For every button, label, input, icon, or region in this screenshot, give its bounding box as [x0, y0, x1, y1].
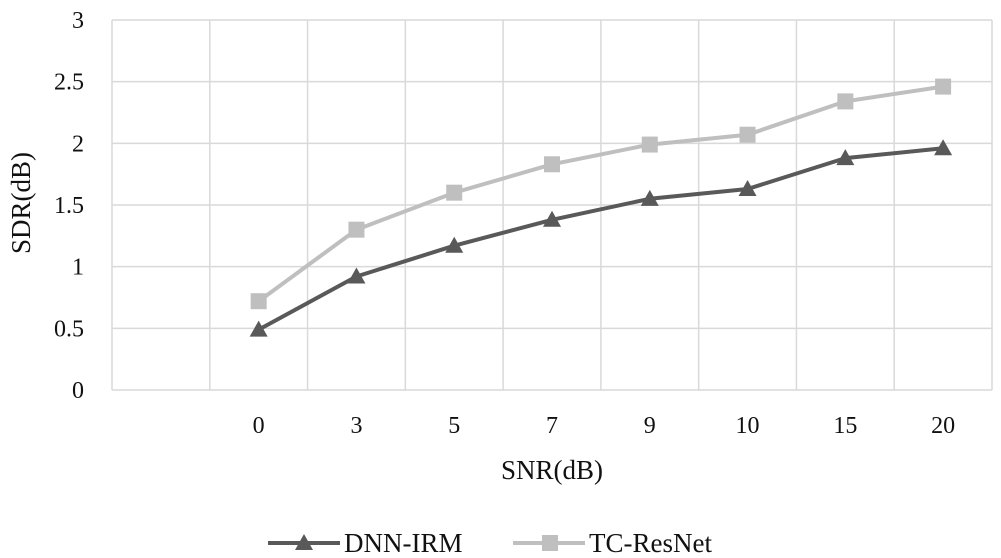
- point-tc-resnet: [250, 293, 267, 310]
- point-dnn-irm: [347, 267, 366, 284]
- legend: DNN-IRM TC-ResNet: [268, 528, 712, 558]
- point-tc-resnet: [641, 136, 658, 153]
- point-dnn-irm: [934, 139, 953, 156]
- point-dnn-irm: [640, 189, 659, 206]
- series-layer: [249, 78, 953, 337]
- x-tick-label: 5: [448, 413, 460, 439]
- point-tc-resnet: [739, 126, 756, 143]
- grid: [111, 19, 993, 391]
- point-dnn-irm: [543, 210, 561, 227]
- x-axis-title: SNR(dB): [501, 455, 603, 485]
- legend-label-dnn-irm: DNN-IRM: [344, 528, 463, 558]
- point-tc-resnet: [446, 184, 463, 201]
- legend-label-tc-resnet: TC-ResNet: [589, 528, 712, 558]
- x-tick-label: 9: [644, 413, 656, 439]
- y-tick-label: 2.5: [54, 70, 84, 96]
- x-tick-label: 0: [253, 413, 265, 439]
- x-tick-label: 7: [546, 413, 558, 439]
- y-axis-title: SDR(dB): [6, 152, 36, 254]
- x-tick-label: 3: [350, 413, 362, 439]
- point-dnn-irm: [836, 149, 855, 166]
- point-tc-resnet: [348, 221, 365, 238]
- x-tick-label: 15: [833, 413, 857, 439]
- y-tick-label: 0.5: [54, 316, 84, 342]
- x-tick-label: 10: [736, 413, 760, 439]
- y-tick-label: 1: [72, 255, 84, 281]
- legend-marker-dnn-irm: [295, 534, 313, 550]
- series-line-dnn-irm: [257, 146, 944, 332]
- point-tc-resnet: [837, 93, 854, 110]
- y-tick-label: 3: [72, 8, 84, 34]
- y-tick-label: 1.5: [54, 193, 84, 219]
- point-dnn-irm: [249, 320, 268, 337]
- y-axis-ticks: 0 0.5 1 1.5 2 2.5 3: [54, 8, 84, 404]
- point-tc-resnet: [935, 78, 952, 95]
- y-tick-label: 2: [72, 131, 84, 157]
- x-axis-ticks: 0 3 5 7 9 10 15 20: [253, 413, 955, 439]
- point-dnn-irm: [445, 236, 464, 253]
- legend-marker-tc-resnet: [542, 535, 558, 551]
- y-tick-label: 0: [72, 378, 84, 404]
- point-tc-resnet: [544, 156, 560, 173]
- point-dnn-irm: [738, 179, 757, 196]
- x-tick-label: 20: [931, 413, 955, 439]
- series-line-tc-resnet: [257, 84, 944, 303]
